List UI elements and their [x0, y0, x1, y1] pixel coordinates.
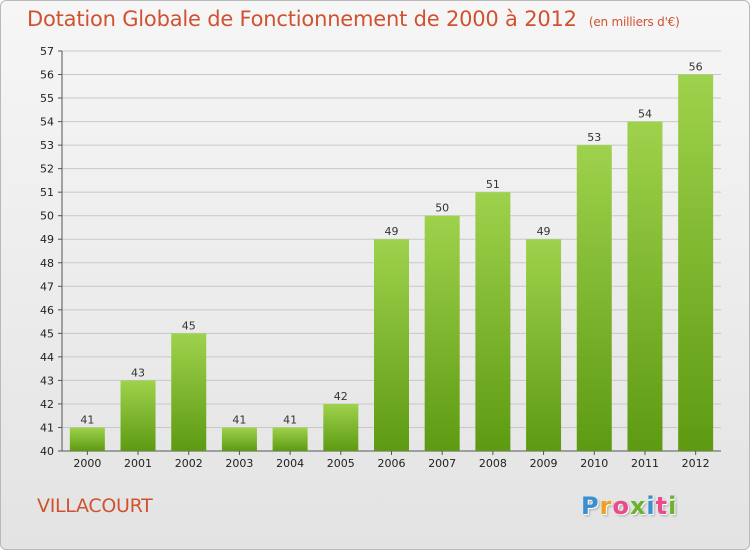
- data-label-2003: 41: [232, 413, 246, 426]
- bar-2000: [69, 427, 105, 451]
- logo-letter: x: [629, 492, 647, 520]
- x-tick-label: 2011: [631, 457, 659, 470]
- logo-letter: i: [668, 492, 678, 520]
- data-label-2011: 54: [638, 108, 652, 121]
- data-label-2000: 41: [80, 413, 94, 426]
- y-tick-label: 49: [40, 233, 54, 246]
- x-tick-label: 2009: [530, 457, 558, 470]
- bar-2009: [526, 239, 562, 451]
- data-label-2001: 43: [131, 366, 145, 379]
- x-tick-label: 2008: [479, 457, 507, 470]
- y-tick-labels: 40 41 42 43 44 45 46 47 48 49 50 51 52 53 54 55 56 57: [40, 45, 54, 458]
- x-tick-labels: 2000 2001 2002 2003 2004 2005 2006 2007 2008 2009…: [73, 451, 710, 470]
- logo-letter: o: [612, 492, 630, 520]
- y-tick-label: 47: [40, 280, 54, 293]
- y-tick-label: 48: [40, 257, 54, 270]
- y-tick-label: 53: [40, 139, 54, 152]
- y-tick-label: 45: [40, 327, 54, 340]
- logo-letter: P: [581, 492, 600, 520]
- y-tick-label: 40: [40, 445, 54, 458]
- x-tick-label: 2007: [428, 457, 456, 470]
- bar-2005: [323, 403, 359, 451]
- bar-2002: [171, 333, 207, 451]
- x-tick-label: 2001: [124, 457, 152, 470]
- logo-letter: r: [599, 492, 613, 520]
- y-tick-label: 42: [40, 398, 54, 411]
- chart-title-text: Dotation Globale de Fonctionnement de 20…: [27, 7, 577, 31]
- data-label-2008: 51: [486, 178, 500, 191]
- x-tick-label: 2002: [175, 457, 203, 470]
- bar-2003: [221, 427, 257, 451]
- y-tick-label: 44: [40, 351, 54, 364]
- bar-2011: [627, 121, 663, 452]
- bar-2004: [272, 427, 308, 451]
- y-tick-label: 57: [40, 45, 54, 58]
- proxiti-logo: Proxiti: [581, 492, 677, 520]
- data-label-2007: 50: [435, 202, 449, 215]
- y-tick-label: 55: [40, 92, 54, 105]
- logo-letter: i: [646, 492, 656, 520]
- x-tick-label: 2012: [682, 457, 710, 470]
- chart-title: Dotation Globale de Fonctionnement de 20…: [27, 7, 680, 31]
- y-tick-label: 50: [40, 210, 54, 223]
- data-label-2009: 49: [537, 225, 551, 238]
- bar-2007: [424, 215, 460, 451]
- x-tick-label: 2004: [276, 457, 304, 470]
- data-label-2006: 49: [385, 225, 399, 238]
- city-name: VILLACOURT: [37, 495, 153, 517]
- y-tick-label: 41: [40, 421, 54, 434]
- bars: [69, 74, 714, 452]
- y-tick-label: 51: [40, 186, 54, 199]
- data-label-2005: 42: [334, 390, 348, 403]
- x-tick-label: 2010: [580, 457, 608, 470]
- x-tick-label: 2005: [327, 457, 355, 470]
- y-tick-label: 54: [40, 116, 54, 129]
- data-label-2010: 53: [587, 131, 601, 144]
- bar-2008: [475, 192, 511, 452]
- data-label-2002: 45: [182, 319, 196, 332]
- data-label-2004: 41: [283, 413, 297, 426]
- x-tick-label: 2003: [225, 457, 253, 470]
- y-tick-label: 56: [40, 69, 54, 82]
- y-tick-label: 46: [40, 304, 54, 317]
- data-labels: 41 43 45 41 41 42 49 50 51 49 53 54 56: [80, 61, 702, 427]
- x-tick-label: 2000: [73, 457, 101, 470]
- bar-2006: [374, 239, 409, 451]
- y-tick-label: 52: [40, 163, 54, 176]
- bar-2012: [678, 74, 714, 451]
- logo-letter: t: [655, 492, 669, 520]
- y-tick-label: 43: [40, 374, 54, 387]
- data-label-2012: 56: [689, 61, 703, 74]
- chart-subtitle: (en milliers d'€): [588, 15, 680, 29]
- x-tick-label: 2006: [378, 457, 406, 470]
- bar-2010: [576, 145, 612, 451]
- bar-2001: [120, 380, 156, 451]
